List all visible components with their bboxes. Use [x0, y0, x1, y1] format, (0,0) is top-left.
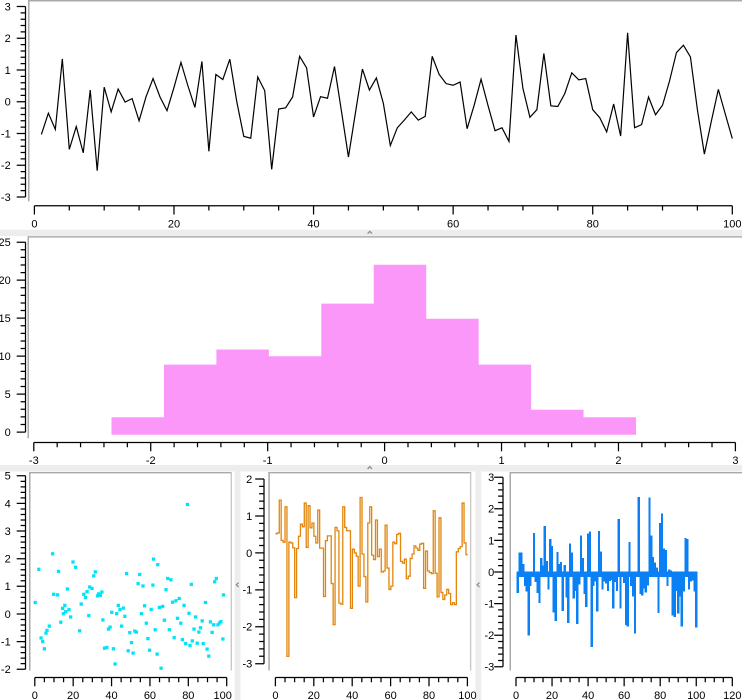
svg-text:20: 20 [67, 690, 79, 700]
svg-text:80: 80 [654, 690, 666, 700]
svg-text:0: 0 [5, 427, 11, 439]
svg-text:20: 20 [546, 690, 558, 700]
svg-text:100: 100 [214, 690, 232, 700]
svg-text:80: 80 [423, 690, 435, 700]
svg-text:2: 2 [246, 474, 252, 486]
svg-text:3: 3 [732, 455, 738, 467]
svg-text:3: 3 [5, 1, 11, 13]
svg-text:2: 2 [615, 455, 621, 467]
svg-text:-3: -3 [485, 662, 495, 674]
svg-text:-2: -2 [146, 455, 156, 467]
svg-text:20: 20 [308, 690, 320, 700]
svg-text:40: 40 [582, 690, 594, 700]
svg-text:-2: -2 [485, 630, 495, 642]
svg-text:20: 20 [168, 218, 180, 230]
svg-text:40: 40 [105, 690, 117, 700]
svg-text:15: 15 [0, 313, 11, 325]
svg-text:-2: -2 [1, 664, 11, 676]
svg-text:1: 1 [5, 581, 11, 593]
svg-text:0: 0 [5, 97, 11, 109]
svg-text:10: 10 [0, 351, 11, 363]
svg-text:100: 100 [723, 218, 741, 230]
svg-text:0: 0 [272, 690, 278, 700]
svg-text:1: 1 [498, 455, 504, 467]
svg-text:100: 100 [687, 690, 705, 700]
svg-text:0: 0 [5, 609, 11, 621]
svg-text:2: 2 [5, 554, 11, 566]
svg-text:-1: -1 [243, 585, 253, 597]
svg-text:3: 3 [488, 472, 494, 484]
svg-text:-1: -1 [485, 599, 495, 611]
svg-text:-2: -2 [1, 160, 11, 172]
svg-text:0: 0 [32, 690, 38, 700]
svg-text:60: 60 [144, 690, 156, 700]
svg-text:20: 20 [0, 275, 11, 287]
svg-text:-2: -2 [243, 622, 253, 634]
svg-text:60: 60 [384, 690, 396, 700]
svg-text:-1: -1 [1, 128, 11, 140]
svg-text:-3: -3 [29, 455, 39, 467]
svg-text:1: 1 [488, 535, 494, 547]
svg-text:25: 25 [0, 237, 11, 249]
svg-text:120: 120 [723, 690, 741, 700]
svg-text:5: 5 [5, 389, 11, 401]
svg-text:0: 0 [31, 218, 37, 230]
svg-text:4: 4 [5, 498, 11, 510]
svg-text:-1: -1 [263, 455, 273, 467]
svg-text:1: 1 [5, 65, 11, 77]
svg-text:40: 40 [307, 218, 319, 230]
svg-text:-3: -3 [1, 192, 11, 204]
svg-text:5: 5 [5, 471, 11, 483]
svg-text:1: 1 [246, 511, 252, 523]
svg-text:60: 60 [618, 690, 630, 700]
svg-text:100: 100 [458, 690, 476, 700]
svg-text:80: 80 [182, 690, 194, 700]
svg-text:0: 0 [488, 567, 494, 579]
svg-text:40: 40 [346, 690, 358, 700]
svg-text:0: 0 [513, 690, 519, 700]
svg-text:2: 2 [5, 33, 11, 45]
svg-text:0: 0 [246, 548, 252, 560]
svg-text:60: 60 [447, 218, 459, 230]
svg-text:0: 0 [382, 455, 388, 467]
svg-text:-3: -3 [243, 659, 253, 671]
svg-text:80: 80 [587, 218, 599, 230]
svg-text:-1: -1 [1, 636, 11, 648]
svg-text:2: 2 [488, 504, 494, 516]
svg-text:3: 3 [5, 526, 11, 538]
